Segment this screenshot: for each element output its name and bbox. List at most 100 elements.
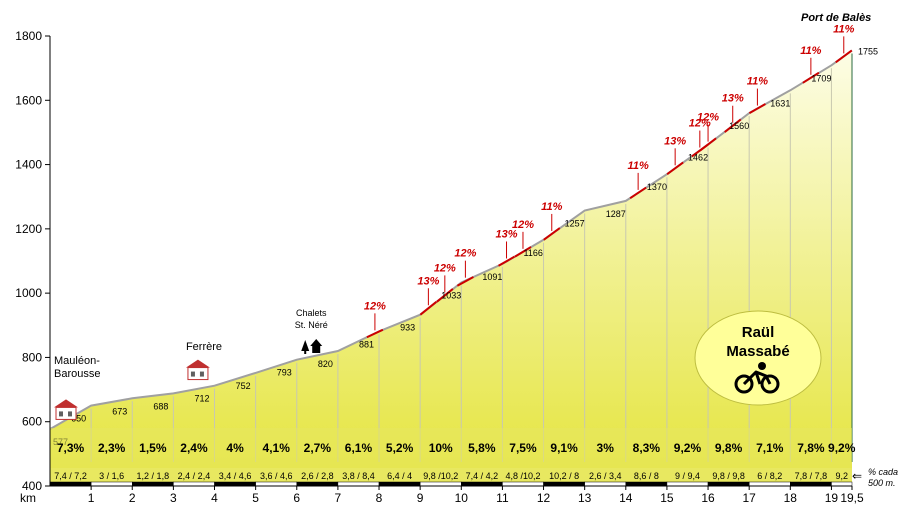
segment-grade: 4% <box>226 441 244 455</box>
places: Mauléon-Barousse Ferrère Chalets St. Néré <box>54 308 328 420</box>
km-bar <box>625 481 668 487</box>
steep-grade-label: 12% <box>697 112 719 124</box>
altitude-label: 650 <box>71 414 86 424</box>
segment-grade: 2,3% <box>98 441 126 455</box>
altitude-label: 1560 <box>729 121 749 131</box>
steep-segment <box>802 71 820 84</box>
segment-detail: 10,2 / 8 <box>549 471 579 481</box>
segment-detail: 3,6 / 4,6 <box>260 471 293 481</box>
altitude-label: 1755 <box>858 46 878 56</box>
segment-detail: 2,4 / 2,4 <box>178 471 211 481</box>
x-tick-label: 19 <box>825 491 839 505</box>
segment-detail: 9,2 <box>835 471 848 481</box>
altitude-label: 933 <box>400 323 415 333</box>
altitude-label: 820 <box>318 359 333 369</box>
km-bar <box>49 481 92 487</box>
km-bar <box>707 481 750 487</box>
segment-grade: 8,3% <box>633 441 661 455</box>
x-tick-label: 4 <box>211 491 218 505</box>
y-tick-label: 400 <box>22 479 42 493</box>
y-axis-ticks: 400 600 800 1000 1200 1400 1600 1800 <box>15 29 50 493</box>
segment-grade: 4,1% <box>263 441 291 455</box>
km-bar <box>461 481 503 487</box>
place-name: Mauléon- <box>54 355 100 367</box>
x-tick-label: 14 <box>619 491 633 505</box>
segment-grade: 7,3% <box>57 441 85 455</box>
segment-grade: 9,8% <box>715 441 743 455</box>
x-tick-label: 9 <box>417 491 424 505</box>
x-tick-label: 18 <box>784 491 798 505</box>
steep-segment <box>456 276 474 287</box>
steep-segment <box>366 328 384 339</box>
km-bar <box>831 481 853 487</box>
steep-segment <box>514 246 532 258</box>
legend: ⇐ % cada 500 m. <box>852 467 898 488</box>
segment-grade: 7,1% <box>756 441 784 455</box>
x-tick-label: 5 <box>252 491 259 505</box>
segment-detail: 9,8 / 9,8 <box>712 471 745 481</box>
km-bar <box>543 481 585 487</box>
km-bar <box>790 481 832 487</box>
steep-grade-label: 13% <box>664 135 686 147</box>
y-axis: 400 600 800 1000 1200 1400 1600 1800 <box>15 29 51 493</box>
y-tick-label: 600 <box>22 415 42 429</box>
cyclist-icon <box>734 362 780 394</box>
steep-segment <box>419 301 438 316</box>
segment-detail: 3 / 1,6 <box>99 471 124 481</box>
x-tick-label: 8 <box>376 491 383 505</box>
steep-grade-label: 11% <box>541 201 562 213</box>
segment-detail: 1,2 / 1,8 <box>137 471 170 481</box>
village-icon <box>54 399 78 420</box>
steep-grade-label: 12% <box>364 300 386 312</box>
steep-grade-label: 11% <box>833 23 854 35</box>
segment-grade: 9,2% <box>674 441 702 455</box>
segment-detail: 9,8 /10,2 <box>423 471 458 481</box>
steep-segment <box>666 161 684 176</box>
place-name: Chalets <box>296 308 327 318</box>
segment-detail: 7,4 / 7,2 <box>54 471 87 481</box>
author-first-name: Raül <box>742 324 775 341</box>
segment-grade: 9,2% <box>828 441 856 455</box>
km-bar <box>90 481 133 487</box>
segment-grade: 7,5% <box>509 441 537 455</box>
segment-detail: 2,6 / 2,8 <box>301 471 334 481</box>
steep-segment <box>498 255 516 267</box>
x-tick-label: 12 <box>537 491 551 505</box>
badge-ellipse <box>694 310 822 406</box>
y-tick-label: 1000 <box>15 286 42 300</box>
altitude-label: 752 <box>236 381 251 391</box>
steep-segment <box>724 118 742 133</box>
y-tick-label: 800 <box>22 350 42 364</box>
segment-grade: 1,5% <box>139 441 167 455</box>
km-bar <box>337 481 380 487</box>
altitude-label: 688 <box>153 401 168 411</box>
km-bar <box>419 481 462 487</box>
place-name: Barousse <box>54 368 100 380</box>
altitude-label: 712 <box>195 394 210 404</box>
y-tick-label: 1400 <box>15 158 42 172</box>
segment-detail: 6 / 8,2 <box>757 471 782 481</box>
segment-grade: 9,1% <box>550 441 578 455</box>
segment-grade: 5,8% <box>468 441 496 455</box>
gradient-strip <box>49 428 853 487</box>
altitude-label: 1370 <box>647 182 667 192</box>
steep-grade-label: 11% <box>628 160 649 172</box>
segment-gradients: 7,3% 7,4 / 7,2 2,3% 3 / 1,6 1,5% 1,2 / 1,8 2,4… <box>54 441 855 481</box>
steep-segment <box>543 227 561 241</box>
segment-detail: 2,6 / 3,4 <box>589 471 622 481</box>
y-tick-label: 1800 <box>15 29 42 43</box>
steep-segment <box>748 103 766 115</box>
altitude-label: 793 <box>277 368 292 378</box>
x-tick-label: 3 <box>170 491 177 505</box>
altitude-label: 1462 <box>688 153 708 163</box>
segment-grade: 7,8% <box>797 441 825 455</box>
steep-segment <box>629 186 647 200</box>
steep-segment <box>835 49 853 64</box>
chalet-icon <box>301 339 323 354</box>
x-axis: km 1 2 3 4 5 6 7 8 9 10 11 12 13 14 15 16 17 18 19 19,5 <box>20 485 864 505</box>
segment-detail: 7,4 / 4,2 <box>466 471 499 481</box>
legend-arrow-icon: ⇐ <box>852 469 862 483</box>
steep-grade-label: 11% <box>747 76 768 88</box>
x-tick-label: 13 <box>578 491 592 505</box>
place-name: Ferrère <box>186 341 222 353</box>
